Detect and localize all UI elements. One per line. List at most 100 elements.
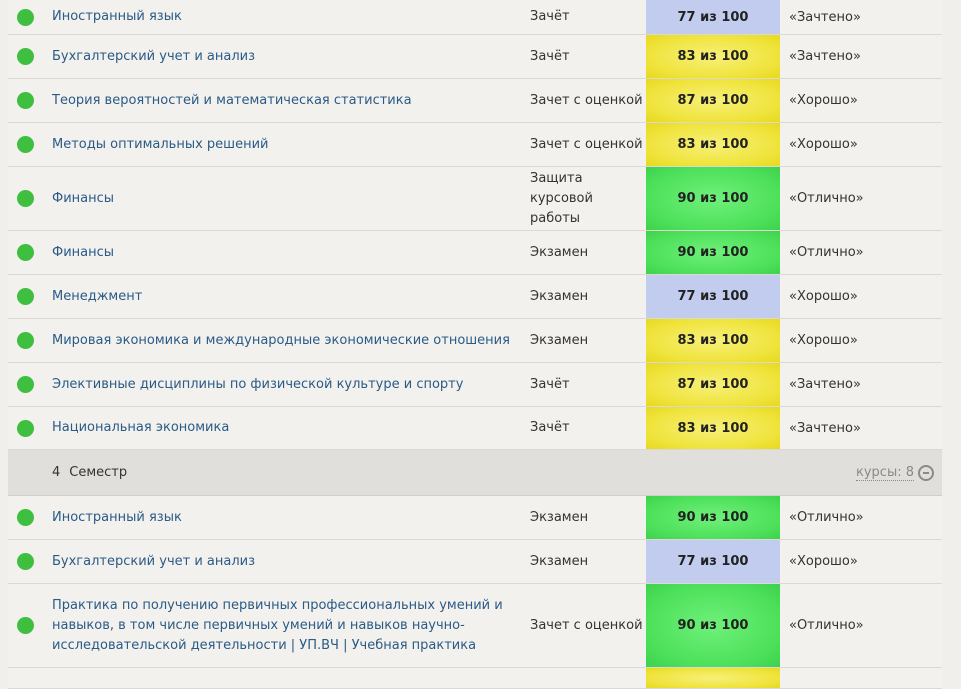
assessment-type: Экзамен <box>530 288 589 304</box>
grade-cell: «Отлично» <box>789 191 864 206</box>
assessment-type: Экзамен <box>530 553 589 569</box>
assessment-type: Экзамен <box>530 332 589 348</box>
grade-cell: «Зачтено» <box>789 420 861 436</box>
status-dot-icon <box>16 136 34 153</box>
grade-cell: «Зачтено» <box>789 9 861 25</box>
score-cell <box>646 668 780 688</box>
course-name-link[interactable]: Элективные дисциплины по физической куль… <box>52 376 464 392</box>
assessment-type: Зачет с оценкой <box>530 92 643 108</box>
assessment-type: Зачет с оценкой <box>530 136 643 152</box>
grade-cell: «Зачтено» <box>789 49 861 64</box>
course-name-link[interactable]: Бухгалтерский учет и анализ <box>52 553 256 569</box>
status-cell <box>8 540 42 583</box>
course-name-link[interactable]: Мировая экономика и международные эконом… <box>52 332 510 348</box>
course-name-link[interactable]: Национальная экономика <box>52 420 230 435</box>
course-name-link[interactable]: Бухгалтерский учет и анализ <box>52 48 256 64</box>
table-row: Бухгалтерский учет и анализ Экзамен 77 из … <box>8 540 942 584</box>
status-dot-icon <box>16 8 34 26</box>
status-dot-icon <box>16 48 34 65</box>
status-dot-icon <box>16 332 34 349</box>
table-row: Мировая экономика и международные эконом… <box>8 319 942 363</box>
status-cell <box>8 363 42 406</box>
assessment-type: Экзамен <box>530 244 589 260</box>
status-cell <box>8 275 42 318</box>
status-cell <box>8 35 42 78</box>
semester-header[interactable]: 4 Семестр курсы: 8 <box>8 450 942 496</box>
course-name-link[interactable]: Практика по получению первичных професси… <box>52 597 503 653</box>
status-cell <box>8 496 42 539</box>
course-name-link[interactable]: Менеджмент <box>52 288 143 304</box>
score-cell: 77 из 100 <box>646 0 780 34</box>
table-row: Менеджмент Экзамен 77 из 100 «Хорошо» <box>8 275 942 319</box>
grade-cell: «Хорошо» <box>789 93 858 108</box>
score-cell: 87 из 100 <box>646 79 780 122</box>
status-dot-icon <box>16 190 34 207</box>
status-dot-icon <box>16 288 34 305</box>
assessment-type: Защита курсовой работы <box>530 170 593 226</box>
assessment-type: Зачет с оценкой <box>530 617 643 633</box>
status-cell <box>8 231 42 274</box>
status-dot-icon <box>16 509 34 526</box>
score-cell: 90 из 100 <box>646 231 780 274</box>
status-cell <box>8 584 42 667</box>
status-dot-icon <box>16 92 34 109</box>
score-cell: 77 из 100 <box>646 540 780 583</box>
course-name-link[interactable]: Иностранный язык <box>52 9 182 24</box>
status-dot-icon <box>16 419 34 437</box>
collapse-minus-icon[interactable] <box>918 464 934 481</box>
grade-cell: «Отлично» <box>789 618 864 633</box>
table-row: Элективные дисциплины по физической куль… <box>8 363 942 407</box>
course-name-link[interactable]: Иностранный язык <box>52 509 182 525</box>
semester-number: 4 <box>52 465 61 480</box>
table-row: Теория вероятностей и математическая ста… <box>8 79 942 123</box>
status-dot-icon <box>16 553 34 570</box>
grade-cell: «Хорошо» <box>789 333 858 348</box>
grade-cell <box>780 668 942 688</box>
grades-table: Иностранный язык Зачёт 77 из 100 «Зачтено» Б… <box>8 0 942 689</box>
assessment-type: Зачёт <box>530 9 570 24</box>
semester-label: Семестр <box>69 465 128 480</box>
status-cell <box>8 123 42 166</box>
score-cell: 90 из 100 <box>646 496 780 539</box>
status-cell <box>8 79 42 122</box>
status-cell <box>8 167 42 230</box>
course-name-link[interactable]: Теория вероятностей и математическая ста… <box>52 92 412 108</box>
assessment-type: Зачёт <box>530 376 570 392</box>
score-cell: 90 из 100 <box>646 584 780 667</box>
table-row: Финансы Защита курсовой работы 90 из 100 «О… <box>8 167 942 231</box>
score-cell: 83 из 100 <box>646 35 780 78</box>
grade-cell: «Зачтено» <box>789 377 861 392</box>
semester-courses[interactable]: курсы: 8 <box>856 464 934 481</box>
status-dot-icon <box>16 376 34 393</box>
grade-cell: «Хорошо» <box>789 554 858 569</box>
status-cell <box>8 0 42 34</box>
status-dot-icon <box>16 244 34 261</box>
status-cell <box>8 319 42 362</box>
assessment-type: Зачёт <box>530 48 570 64</box>
course-name-link[interactable]: Финансы <box>52 244 115 260</box>
score-cell: 90 из 100 <box>646 167 780 230</box>
assessment-type: Зачёт <box>530 420 570 435</box>
table-row: Финансы Экзамен 90 из 100 «Отлично» <box>8 231 942 275</box>
assessment-type: Экзамен <box>530 509 589 525</box>
score-cell: 83 из 100 <box>646 407 780 449</box>
table-row: Иностранный язык Экзамен 90 из 100 «Отлично… <box>8 496 942 540</box>
course-name-link[interactable]: Методы оптимальных решений <box>52 136 269 152</box>
table-row: Бухгалтерский учет и анализ Зачёт 83 из 10… <box>8 35 942 79</box>
status-cell <box>8 668 42 688</box>
table-row: Иностранный язык Зачёт 77 из 100 «Зачтено» <box>8 0 942 35</box>
grade-cell: «Хорошо» <box>789 137 858 152</box>
course-count[interactable]: курсы: 8 <box>856 464 914 481</box>
table-row: Национальная экономика Зачёт 83 из 100 «Зач… <box>8 407 942 450</box>
table-row <box>8 668 942 689</box>
status-dot-icon <box>16 617 34 634</box>
course-name-link <box>42 668 522 688</box>
grade-cell: «Отлично» <box>789 245 864 260</box>
grade-cell: «Хорошо» <box>789 289 858 304</box>
score-cell: 83 из 100 <box>646 319 780 362</box>
table-row: Практика по получению первичных професси… <box>8 584 942 668</box>
score-cell: 83 из 100 <box>646 123 780 166</box>
score-cell: 87 из 100 <box>646 363 780 406</box>
course-name-link[interactable]: Финансы <box>52 190 115 206</box>
grade-cell: «Отлично» <box>789 510 864 525</box>
